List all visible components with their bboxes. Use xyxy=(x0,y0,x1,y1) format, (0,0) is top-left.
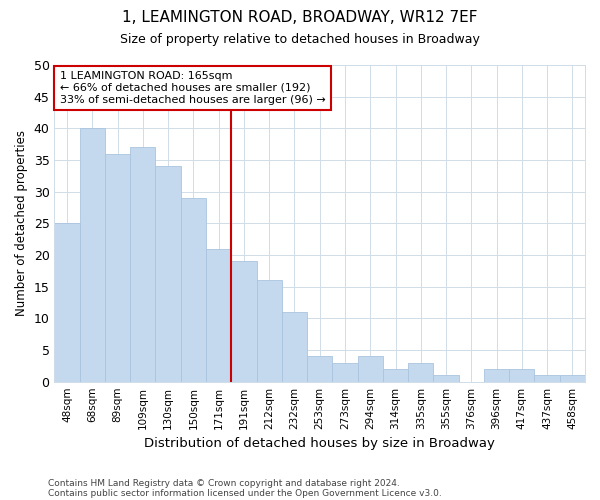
Bar xyxy=(206,248,231,382)
Bar xyxy=(231,262,257,382)
Bar xyxy=(105,154,130,382)
Bar xyxy=(257,280,282,382)
Bar xyxy=(433,376,458,382)
Text: Contains public sector information licensed under the Open Government Licence v3: Contains public sector information licen… xyxy=(48,488,442,498)
Bar xyxy=(332,362,358,382)
Bar xyxy=(55,224,80,382)
Text: 1, LEAMINGTON ROAD, BROADWAY, WR12 7EF: 1, LEAMINGTON ROAD, BROADWAY, WR12 7EF xyxy=(122,10,478,25)
Bar xyxy=(307,356,332,382)
Bar xyxy=(484,369,509,382)
Bar xyxy=(535,376,560,382)
Text: 1 LEAMINGTON ROAD: 165sqm
← 66% of detached houses are smaller (192)
33% of semi: 1 LEAMINGTON ROAD: 165sqm ← 66% of detac… xyxy=(60,72,325,104)
Bar xyxy=(509,369,535,382)
Bar xyxy=(383,369,408,382)
Bar xyxy=(358,356,383,382)
Bar xyxy=(408,362,433,382)
Bar xyxy=(181,198,206,382)
Bar xyxy=(155,166,181,382)
Y-axis label: Number of detached properties: Number of detached properties xyxy=(15,130,28,316)
Bar xyxy=(282,312,307,382)
Text: Contains HM Land Registry data © Crown copyright and database right 2024.: Contains HM Land Registry data © Crown c… xyxy=(48,478,400,488)
Text: Size of property relative to detached houses in Broadway: Size of property relative to detached ho… xyxy=(120,32,480,46)
Bar xyxy=(80,128,105,382)
Bar xyxy=(130,148,155,382)
X-axis label: Distribution of detached houses by size in Broadway: Distribution of detached houses by size … xyxy=(144,437,495,450)
Bar xyxy=(560,376,585,382)
